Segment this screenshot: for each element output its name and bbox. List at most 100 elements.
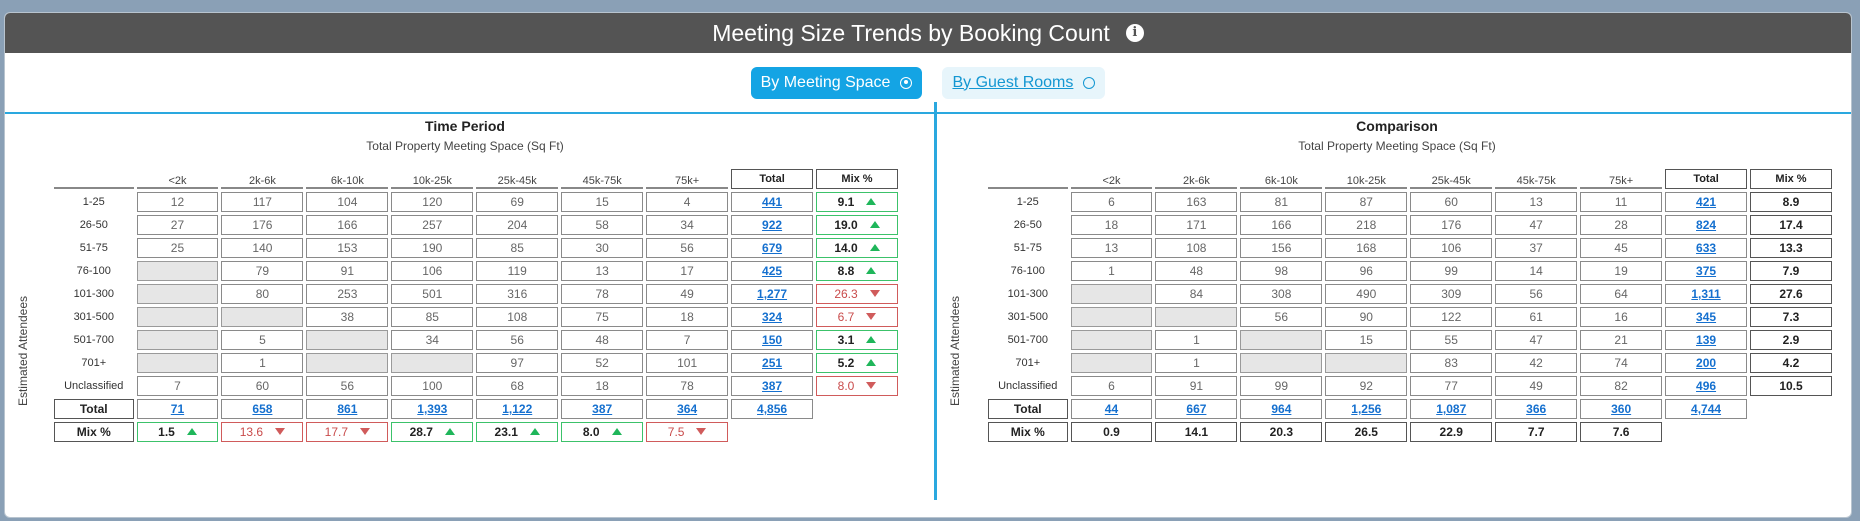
row-total-link[interactable]: 425 [762, 264, 783, 278]
row-total-cell[interactable]: 1,311 [1665, 284, 1748, 304]
info-icon[interactable]: i [1125, 24, 1144, 42]
row-total-cell[interactable]: 633 [1665, 238, 1748, 258]
column-total-cell[interactable]: 360 [1580, 399, 1663, 419]
row-total-link[interactable]: 345 [1696, 310, 1717, 324]
row-total-cell[interactable]: 679 [731, 238, 814, 258]
column-total-link[interactable]: 861 [337, 402, 358, 416]
row-total-link[interactable]: 251 [762, 356, 783, 370]
row-total-cell[interactable]: 425 [731, 261, 814, 281]
column-total-cell[interactable]: 1,393 [391, 399, 474, 419]
column-total-cell[interactable]: 667 [1155, 399, 1238, 419]
row-total-link[interactable]: 1,311 [1691, 287, 1721, 301]
row-total-link[interactable]: 200 [1696, 356, 1717, 370]
row-total-cell[interactable]: 345 [1665, 307, 1748, 327]
column-total-link[interactable]: 964 [1271, 402, 1292, 416]
value-cell: 108 [476, 307, 559, 327]
value-cell: 82 [1580, 376, 1663, 396]
row-mix-cell: 13.3 [1750, 238, 1832, 258]
row-total-cell[interactable]: 387 [731, 376, 814, 396]
row-total-link[interactable]: 922 [762, 218, 783, 232]
column-total-link[interactable]: 658 [252, 402, 273, 416]
by-guest-rooms-toggle[interactable]: By Guest Rooms [942, 66, 1106, 99]
grand-total-link[interactable]: 4,744 [1691, 402, 1722, 416]
value-cell: 176 [1410, 215, 1493, 235]
row-label: 1-25 [82, 196, 105, 208]
row-total-link[interactable]: 1,277 [757, 287, 788, 301]
grand-total-link[interactable]: 4,856 [757, 402, 788, 416]
column-total-cell[interactable]: 364 [646, 399, 729, 419]
row-total-link[interactable]: 150 [762, 333, 783, 347]
panel-subtitle: Total Property Meeting Space (Sq Ft) [1298, 139, 1496, 153]
column-total-link[interactable]: 366 [1526, 402, 1547, 416]
mix-value: 5.2 [837, 356, 855, 370]
y-axis-label: Estimated Attendees [948, 295, 962, 407]
row-total-cell[interactable]: 496 [1665, 376, 1748, 396]
row-label: 76-100 [76, 265, 111, 277]
row-label: 26-50 [1013, 219, 1042, 231]
column-total-link[interactable]: 71 [170, 402, 185, 416]
report-title: Meeting Size Trends by Booking Count [712, 19, 1110, 46]
column-total-cell[interactable]: 1,256 [1325, 399, 1408, 419]
value-cell: 166 [306, 215, 389, 235]
total-column-header: Total [731, 169, 814, 189]
row-total-link[interactable]: 633 [1696, 241, 1717, 255]
row-total-cell[interactable]: 324 [731, 307, 814, 327]
column-total-cell[interactable]: 658 [221, 399, 304, 419]
y-axis-label: Estimated Attendees [16, 295, 30, 407]
row-total-cell[interactable]: 139 [1665, 330, 1748, 350]
row-total-link[interactable]: 375 [1696, 264, 1717, 278]
row-label: 101-300 [1007, 288, 1048, 300]
column-total-cell[interactable]: 1,087 [1410, 399, 1493, 419]
empty-cell [306, 330, 389, 350]
column-total-cell[interactable]: 964 [1240, 399, 1323, 419]
column-total-link[interactable]: 1,087 [1436, 402, 1467, 416]
by-meeting-space-toggle[interactable]: By Meeting Space [750, 66, 923, 99]
column-total-link[interactable]: 387 [592, 402, 613, 416]
row-label: 76-100 [1010, 265, 1045, 277]
column-total-link[interactable]: 360 [1611, 402, 1632, 416]
row-total-link[interactable]: 824 [1696, 218, 1717, 232]
row-total-cell[interactable]: 441 [731, 192, 814, 212]
value-cell: 501 [391, 284, 474, 304]
row-label: Unclassified [64, 380, 124, 392]
table-row: 1-25 12 117 104 120 69 15 4 441 9.1 [54, 192, 898, 212]
column-total-cell[interactable]: 387 [561, 399, 644, 419]
column-total-cell[interactable]: 1,122 [476, 399, 559, 419]
table-row: 51-75 13 108 156 168 106 37 45 633 13.3 [988, 238, 1832, 258]
row-total-link[interactable]: 139 [1696, 333, 1717, 347]
row-total-link[interactable]: 441 [762, 195, 783, 209]
row-label: 501-700 [1007, 334, 1048, 346]
grand-total-cell[interactable]: 4,856 [731, 399, 814, 419]
row-total-link[interactable]: 421 [1696, 195, 1717, 209]
row-total-link[interactable]: 387 [762, 379, 783, 393]
column-total-link[interactable]: 364 [677, 402, 698, 416]
value-cell: 80 [221, 284, 304, 304]
empty-cell [136, 261, 219, 281]
row-mix-cell: 8.8 [816, 261, 898, 281]
column-total-link[interactable]: 44 [1104, 402, 1119, 416]
empty-cell [221, 307, 304, 327]
row-total-cell[interactable]: 251 [731, 353, 814, 373]
row-total-cell[interactable]: 200 [1665, 353, 1748, 373]
column-total-cell[interactable]: 861 [306, 399, 389, 419]
row-total-cell[interactable]: 421 [1665, 192, 1748, 212]
row-total-cell[interactable]: 922 [731, 215, 814, 235]
column-total-cell[interactable]: 71 [136, 399, 219, 419]
value-cell: 60 [1410, 192, 1493, 212]
column-total-link[interactable]: 1,393 [417, 402, 448, 416]
column-total-cell[interactable]: 44 [1070, 399, 1153, 419]
row-total-cell[interactable]: 375 [1665, 261, 1748, 281]
column-total-link[interactable]: 1,256 [1351, 402, 1382, 416]
column-total-link[interactable]: 667 [1186, 402, 1207, 416]
row-total-link[interactable]: 324 [762, 310, 783, 324]
column-header: 25k-45k [1410, 169, 1493, 189]
column-total-cell[interactable]: 366 [1495, 399, 1578, 419]
row-total-cell[interactable]: 824 [1665, 215, 1748, 235]
column-total-link[interactable]: 1,122 [502, 402, 533, 416]
row-total-cell[interactable]: 1,277 [731, 284, 814, 304]
row-total-cell[interactable]: 150 [731, 330, 814, 350]
row-total-link[interactable]: 679 [762, 241, 783, 255]
column-header: 45k-75k [1495, 169, 1578, 189]
grand-total-cell[interactable]: 4,744 [1665, 399, 1748, 419]
row-total-link[interactable]: 496 [1696, 379, 1717, 393]
